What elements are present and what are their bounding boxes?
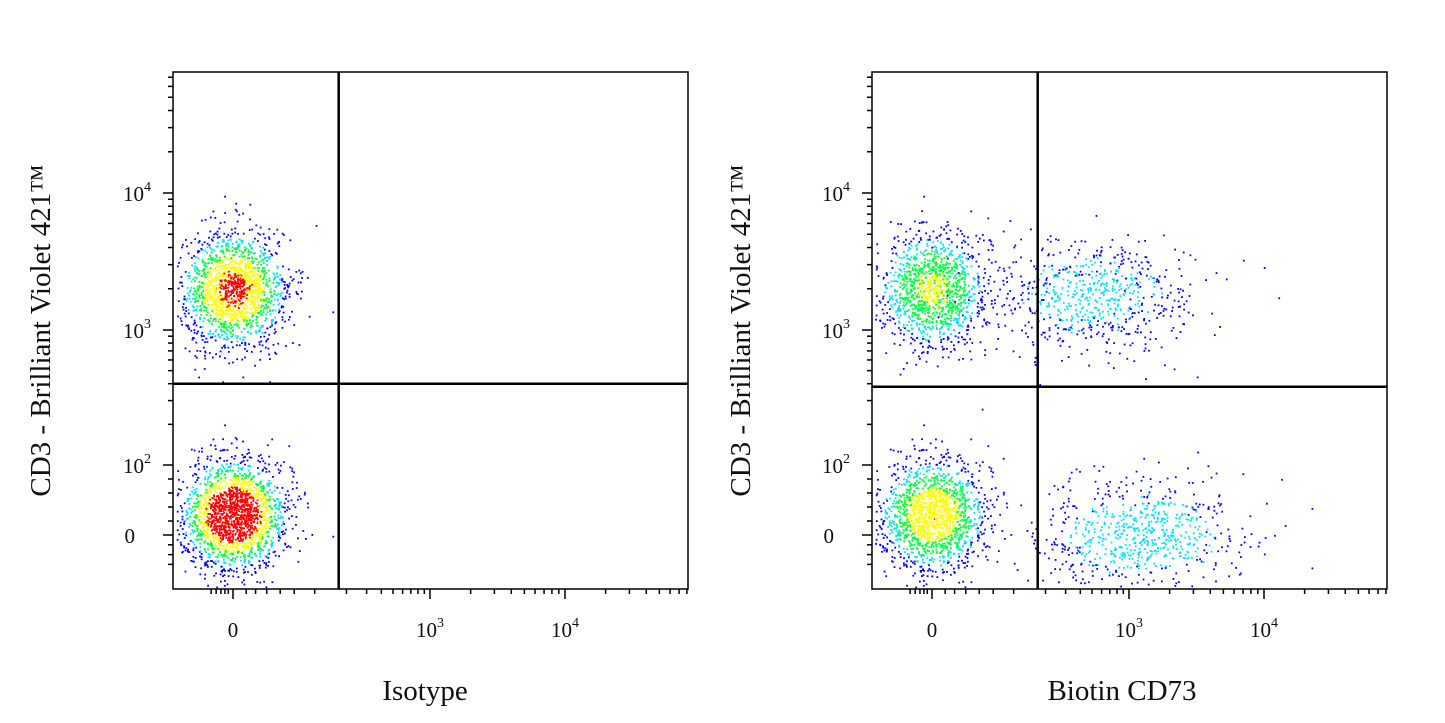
y-tick-label: 103 bbox=[123, 317, 151, 343]
y-tick-label: 0 bbox=[824, 524, 835, 548]
y-axis-ticks bbox=[862, 76, 872, 566]
x-tick-label: 0 bbox=[228, 618, 239, 642]
x-tick-label: 104 bbox=[1250, 616, 1278, 642]
y-axis-title: CD3 - Brilliant Violet 421™ bbox=[25, 164, 57, 496]
plot-biotin-cd73: 0 103 104 0 102 103 104 Biotin CD73 CD3 - Brilli… bbox=[725, 71, 1388, 707]
y-tick-label: 0 bbox=[125, 524, 136, 548]
dot-cloud bbox=[176, 195, 335, 589]
x-tick-label: 104 bbox=[551, 616, 579, 642]
y-axis-ticks bbox=[163, 76, 173, 566]
x-tick-label: 103 bbox=[416, 616, 444, 642]
y-tick-label: 102 bbox=[123, 452, 151, 478]
population-dots bbox=[875, 195, 1013, 411]
population-dots bbox=[176, 424, 335, 589]
population-dots bbox=[176, 195, 335, 384]
x-tick-label: 0 bbox=[927, 618, 938, 642]
population-dots bbox=[875, 424, 1034, 589]
dot-cloud bbox=[875, 195, 1314, 589]
x-tick-label: 103 bbox=[1115, 616, 1143, 642]
y-tick-label: 104 bbox=[123, 180, 151, 206]
y-tick-label: 104 bbox=[822, 180, 850, 206]
x-axis-title: Biotin CD73 bbox=[1047, 675, 1196, 707]
y-axis-title: CD3 - Brilliant Violet 421™ bbox=[725, 164, 757, 496]
x-axis-ticks bbox=[909, 589, 1387, 599]
x-axis-ticks bbox=[210, 589, 688, 599]
plot-isotype: 0 103 104 0 102 103 104 Isotype CD3 - Brilliant … bbox=[25, 71, 689, 707]
y-tick-label: 102 bbox=[822, 452, 850, 478]
x-axis-title: Isotype bbox=[382, 675, 467, 707]
y-tick-label: 103 bbox=[822, 317, 850, 343]
population-dots bbox=[931, 215, 1281, 386]
population-dots bbox=[985, 451, 1314, 588]
